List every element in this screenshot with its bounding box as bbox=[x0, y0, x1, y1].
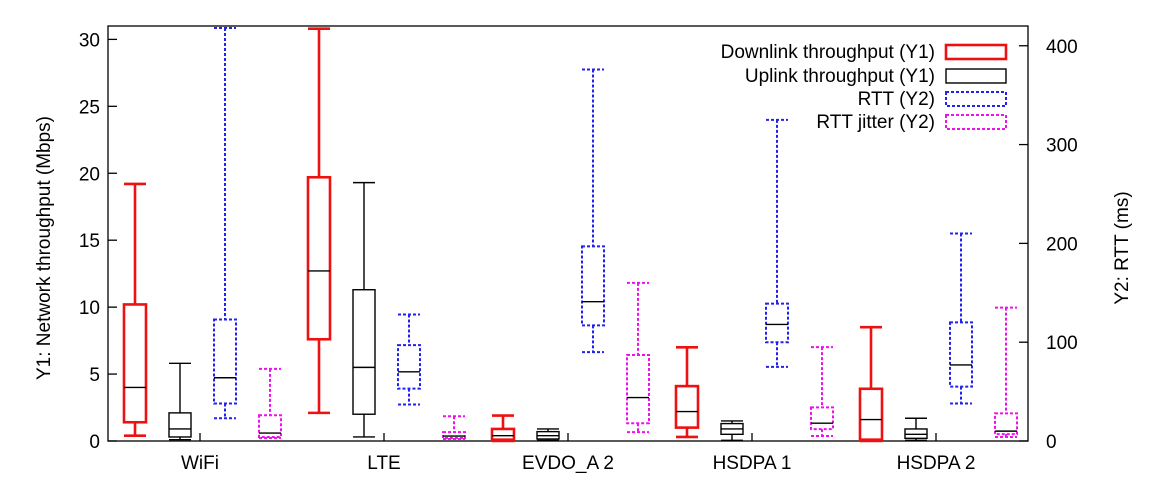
box-2-1 bbox=[397, 313, 421, 406]
legend-label: Uplink throughput (Y1) bbox=[745, 66, 935, 87]
y2-tick-label: 100 bbox=[1046, 333, 1078, 354]
box-3-4 bbox=[994, 306, 1018, 439]
box-body bbox=[168, 412, 192, 438]
box-0-3 bbox=[674, 345, 700, 439]
box-body bbox=[442, 431, 466, 440]
y2-tick-label: 200 bbox=[1046, 234, 1078, 255]
y2-tick-label: 0 bbox=[1046, 432, 1057, 453]
y2-tick-label: 300 bbox=[1046, 136, 1078, 157]
y1-tick-label: 25 bbox=[79, 97, 100, 118]
box-0-1 bbox=[306, 27, 332, 415]
y1-tick-label: 10 bbox=[79, 298, 100, 319]
box-0-0 bbox=[122, 182, 148, 437]
box-body bbox=[858, 387, 884, 441]
box-0-2 bbox=[490, 414, 516, 443]
box-2-0 bbox=[213, 26, 237, 420]
legend: Downlink throughput (Y1) Uplink throughpu… bbox=[721, 42, 1008, 133]
y1-tick-label: 20 bbox=[79, 164, 100, 185]
box-3-3 bbox=[810, 346, 834, 438]
x-tick-label: EVDO_A 2 bbox=[522, 453, 614, 474]
box-3-2 bbox=[626, 281, 650, 434]
box-0-4 bbox=[858, 325, 884, 443]
x-tick-label: LTE bbox=[367, 453, 400, 474]
y1-axis: 0 5 10 15 20 25 30 bbox=[79, 30, 117, 453]
box-body bbox=[949, 321, 973, 388]
x-tick-label: WiFi bbox=[181, 453, 219, 474]
y1-tick-label: 0 bbox=[89, 432, 100, 453]
y2-axis-title: Y2: RTT (ms) bbox=[1112, 191, 1133, 304]
box-1-2 bbox=[536, 428, 560, 442]
legend-label: Downlink throughput (Y1) bbox=[721, 42, 935, 63]
legend-swatch bbox=[945, 114, 1007, 130]
box-body bbox=[490, 427, 516, 441]
legend-label: RTT jitter (Y2) bbox=[816, 112, 935, 133]
box-3-1 bbox=[442, 415, 466, 441]
x-tick-label: HSDPA 2 bbox=[897, 453, 976, 474]
box-1-0 bbox=[168, 362, 192, 441]
box-body bbox=[213, 318, 237, 405]
box-2-2 bbox=[581, 68, 605, 354]
y1-tick-label: 30 bbox=[79, 30, 100, 51]
legend-swatch bbox=[944, 43, 1008, 61]
box-body bbox=[994, 412, 1018, 436]
legend-swatch bbox=[945, 91, 1007, 107]
box-body bbox=[626, 354, 650, 425]
legend-label: RTT (Y2) bbox=[858, 89, 935, 110]
box-body bbox=[306, 175, 332, 341]
x-tick-label: HSDPA 1 bbox=[713, 453, 792, 474]
box-body bbox=[352, 289, 376, 415]
box-3-0 bbox=[258, 367, 282, 440]
box-2-3 bbox=[765, 118, 789, 368]
box-body bbox=[122, 303, 148, 424]
y1-tick-label: 15 bbox=[79, 231, 100, 252]
box-body bbox=[810, 406, 834, 431]
box-body bbox=[765, 302, 789, 344]
box-body bbox=[674, 384, 700, 429]
y2-axis: 0 100 200 300 400 bbox=[1019, 37, 1078, 453]
box-2-4 bbox=[949, 232, 973, 405]
box-1-1 bbox=[352, 181, 376, 438]
y1-axis-title: Y1: Network throughput (Mbps) bbox=[34, 116, 55, 380]
legend-swatch bbox=[945, 68, 1007, 84]
box-1-3 bbox=[720, 420, 744, 442]
box-body bbox=[397, 344, 421, 390]
box-body bbox=[258, 414, 282, 439]
y1-tick-label: 5 bbox=[89, 365, 100, 386]
x-axis: WiFi LTE EVDO_A 2 HSDPA 1 HSDPA 2 bbox=[181, 433, 975, 474]
y2-tick-label: 400 bbox=[1046, 37, 1078, 58]
box-series bbox=[122, 26, 1018, 443]
box-1-4 bbox=[904, 417, 928, 442]
box-body bbox=[581, 245, 605, 327]
